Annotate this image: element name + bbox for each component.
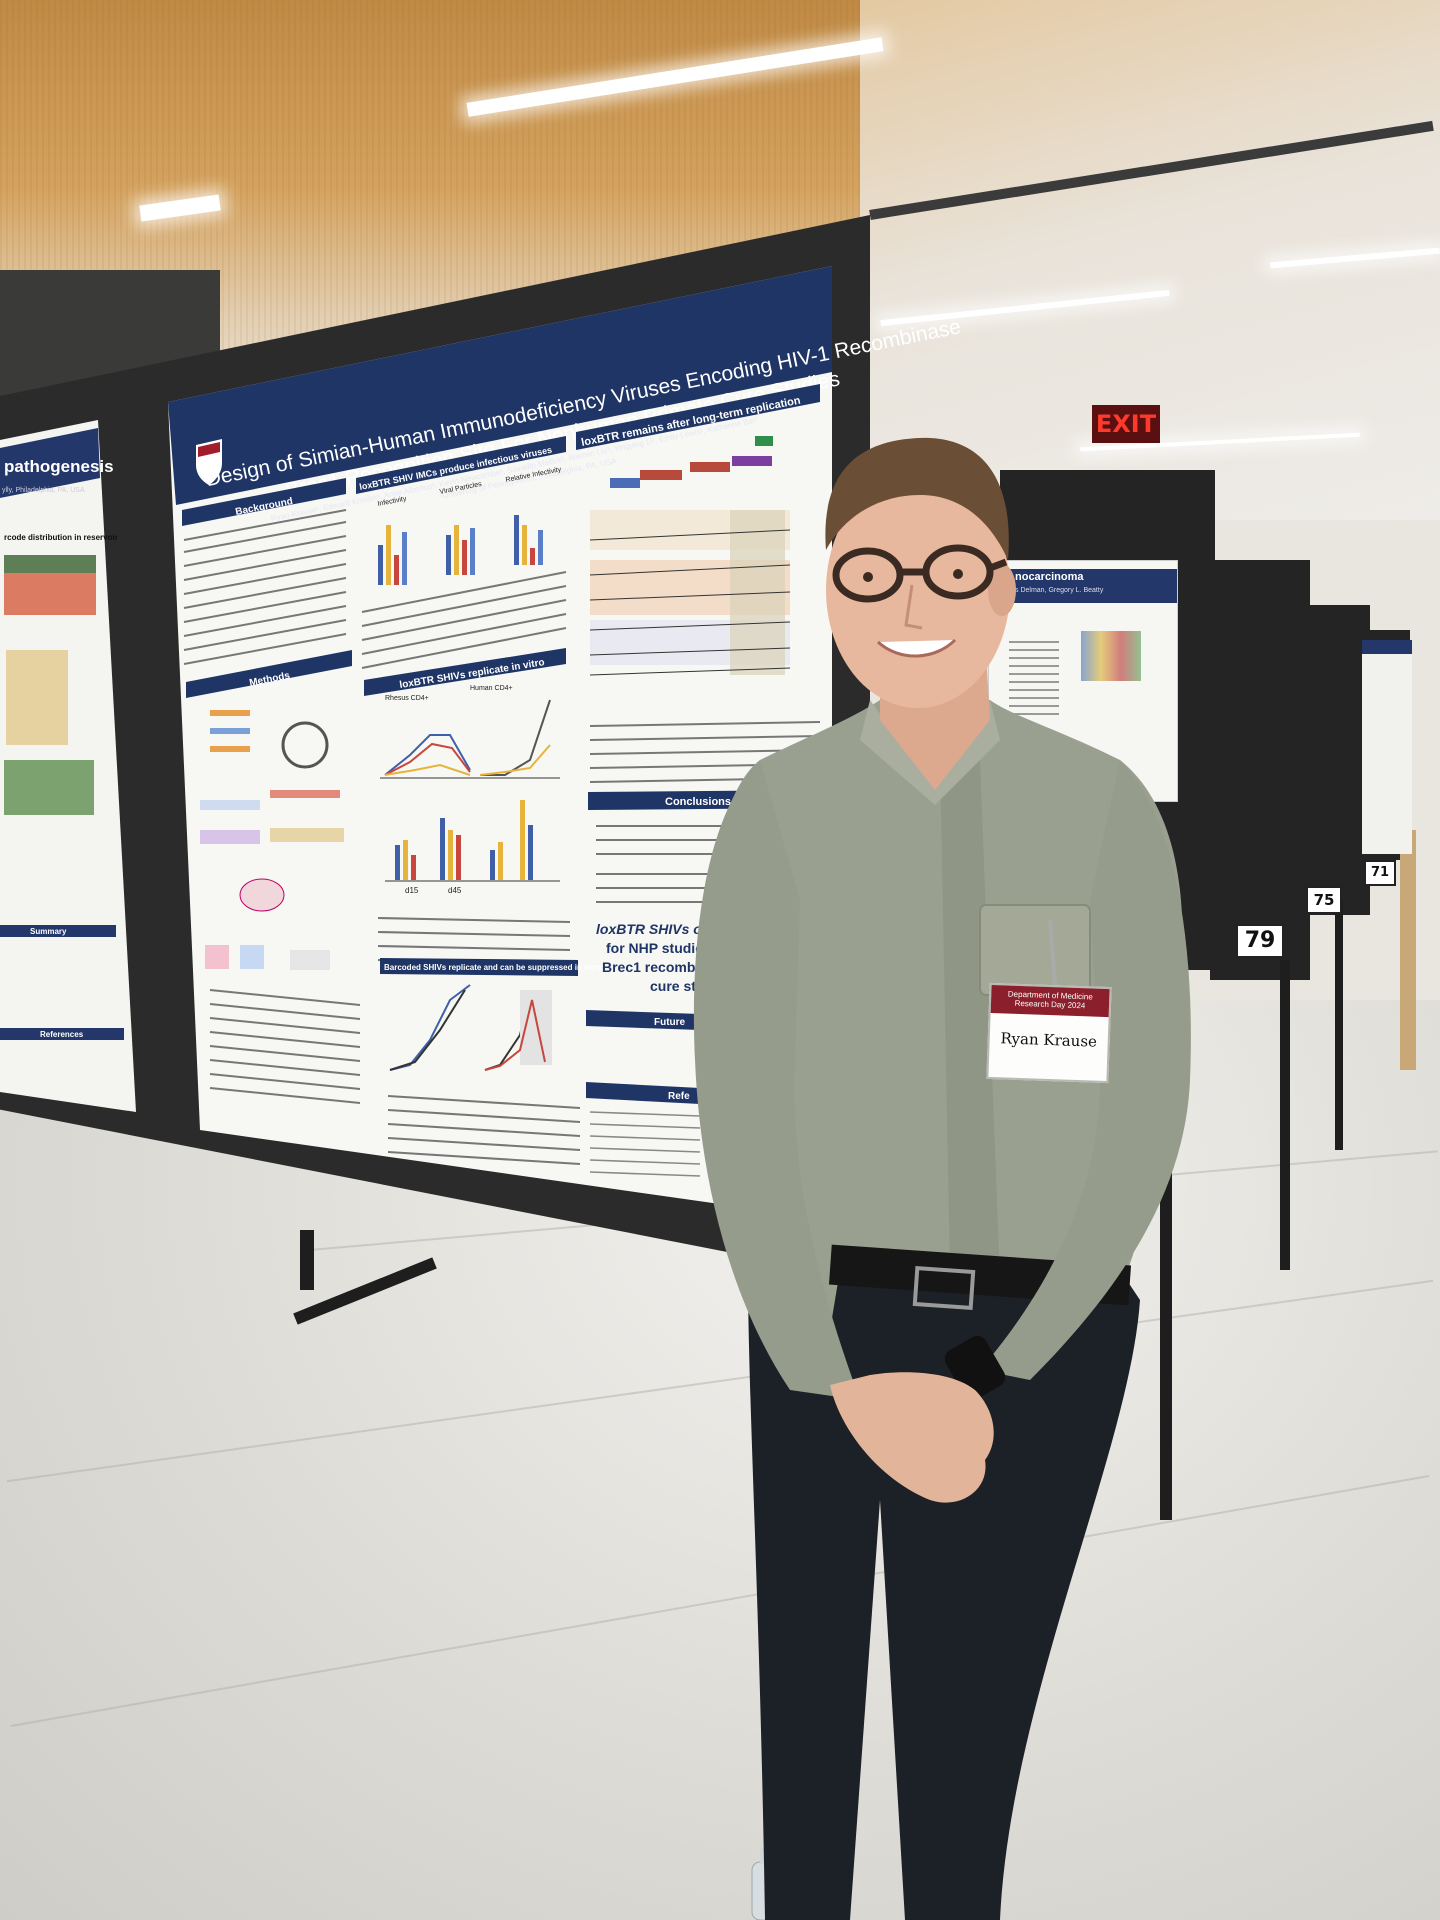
section-bar-long-term	[576, 384, 820, 450]
far-poster	[1362, 640, 1412, 854]
board-number-sign: 79	[1236, 924, 1284, 958]
right-poster-title: nocarcinoma	[1015, 571, 1084, 583]
main-poster-header	[168, 266, 832, 505]
section-bar-references	[586, 1082, 700, 1104]
pants	[748, 1270, 1140, 1920]
left-poster-affiliation: ylly, Philadelphia, PA, USA	[2, 487, 85, 494]
left-poster-summary-bar	[0, 925, 116, 937]
section-conclusions-label: Conclusions	[665, 796, 731, 808]
badge-organization: Department of Medicine Research Day 2024	[990, 984, 1110, 1018]
glasses-icon	[832, 544, 1008, 603]
left-poster-chart	[6, 650, 68, 745]
methods-text-lines	[209, 989, 361, 1104]
right-poster-authors: s Delman, Gregory L. Beatty	[1015, 587, 1104, 594]
imcs-text-lines	[361, 571, 567, 669]
left-poster-subtitle: rcode distribution in reservoir	[4, 533, 118, 542]
right-poster-header: nocarcinoma s Delman, Gregory L. Beatty	[989, 569, 1177, 603]
section-future-label: Future	[654, 1017, 686, 1028]
right-poster-figure	[1009, 641, 1059, 721]
section-bar-barcoded	[380, 958, 578, 976]
right-arm	[980, 760, 1191, 1380]
exit-sign: EXIT	[1092, 405, 1160, 443]
badge-clip	[1048, 919, 1057, 986]
left-poster-references-label: References	[40, 1030, 84, 1039]
highlight-line-2: for NHP studie	[606, 940, 703, 956]
replication-line-chart	[380, 699, 560, 779]
sequence-alignment	[589, 510, 791, 676]
background-text-lines	[183, 509, 347, 665]
nose	[904, 584, 923, 630]
eye	[863, 572, 873, 582]
shirt-shadow	[940, 760, 1000, 1280]
section-barcoded-label: Barcoded SHIVs replicate and can be supp…	[384, 963, 602, 972]
left-poster-title: pathogenesis	[4, 457, 114, 476]
shirt	[700, 700, 1183, 1330]
head	[826, 472, 1010, 708]
left-poster-header	[0, 428, 100, 498]
left-poster-summary-label: Summary	[30, 927, 67, 936]
infectivity-bar-charts	[378, 515, 543, 585]
section-bar-methods	[186, 650, 352, 698]
section-bar-replicate	[364, 648, 566, 696]
badge-name: Ryan Krause	[1000, 1029, 1098, 1051]
p27-bar-chart	[385, 800, 560, 882]
section-bar-background	[182, 478, 346, 526]
section-references-label: Refe	[668, 1091, 690, 1102]
wood-post	[1400, 830, 1416, 1070]
axis-label-d15: d15	[405, 886, 419, 895]
left-arm	[693, 760, 860, 1400]
hands	[830, 1372, 994, 1503]
barcoded-text-lines	[387, 1095, 581, 1165]
eye	[953, 569, 963, 579]
highlight-line-1: loxBTR SHIVs off	[596, 921, 712, 937]
left-poster-references-bar	[0, 1028, 124, 1040]
barcoded-line-charts	[389, 984, 552, 1071]
references-text-lines	[589, 1111, 701, 1177]
highlight-line-4: cure st	[650, 978, 696, 994]
panel-label-rhesus: Rhesus CD4+	[385, 695, 429, 702]
board-leg	[1280, 960, 1290, 1270]
section-bar-future	[586, 1010, 700, 1030]
penn-shield-icon	[196, 439, 222, 485]
left-poster-chart	[4, 760, 94, 815]
left-poster-chart	[4, 555, 96, 573]
right-board-3	[1305, 605, 1370, 915]
genome-diagram	[610, 436, 773, 488]
hair	[825, 437, 1009, 560]
panel-label-human: Human CD4+	[470, 685, 513, 692]
person	[693, 437, 1191, 1920]
highlight-line-3: Brec1 recombin	[602, 959, 708, 975]
board-leg	[1335, 900, 1343, 1150]
methods-diagram	[200, 710, 344, 970]
belt-buckle	[912, 1265, 976, 1311]
shirt-pocket	[979, 904, 1091, 996]
ear	[988, 564, 1016, 616]
name-badge: Department of Medicine Research Day 2024…	[986, 982, 1112, 1084]
axis-label-d45: d45	[448, 886, 462, 895]
board-leg	[300, 1230, 314, 1290]
board-number-sign: 71	[1364, 860, 1396, 886]
right-board-2	[1210, 560, 1310, 980]
board-number-sign: 75	[1306, 886, 1342, 914]
right-poster-figure	[1081, 631, 1141, 681]
section-bar-imcs	[356, 436, 566, 494]
main-poster-sheet	[168, 266, 832, 1220]
smile	[876, 638, 957, 658]
